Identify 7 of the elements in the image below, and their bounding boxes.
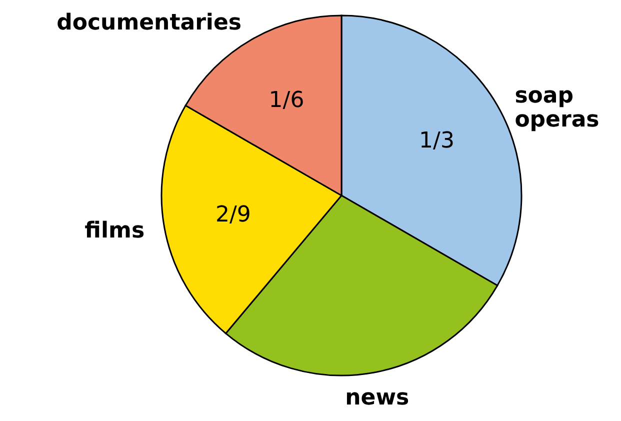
slice-label: news: [345, 385, 410, 410]
data-label: 1/6: [268, 88, 304, 114]
slice-label: documentaries: [56, 10, 242, 36]
data-label: 2/9: [215, 202, 251, 228]
slice-label: soap operas: [514, 83, 600, 132]
slice-label: films: [84, 218, 145, 244]
data-label: 1/3: [419, 128, 454, 154]
